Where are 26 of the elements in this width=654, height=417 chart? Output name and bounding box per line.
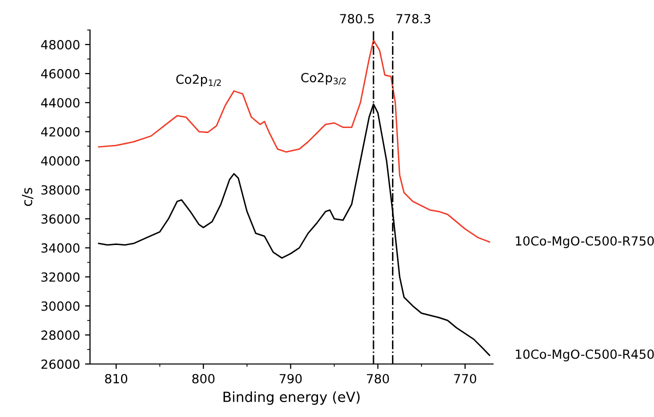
y-tick-label: 38000 [41,185,80,195]
x-tick-label: 790 [280,374,302,384]
ref-line-label: 778.3 [396,14,430,24]
annotation: Co2p$_{1/2}$ [176,74,221,87]
y-tick-label: 36000 [41,214,80,224]
y-tick-label: 42000 [41,127,80,137]
x-tick-label: 800 [192,374,214,384]
annotation: Co2p$_{3/2}$ [301,72,346,85]
x-axis-title: Binding energy (eV) [224,391,360,405]
y-tick-label: 30000 [41,301,80,311]
x-tick-label: 780 [366,374,389,384]
text: 10Co-MgO-C500-R450 [516,349,654,362]
x-tick-label: 810 [105,374,128,384]
y-tick-label: 40000 [41,156,80,166]
y-tick-label: 48000 [41,40,80,50]
text: 10Co-MgO-C500-R750 [516,236,654,248]
y-tick-label: 34000 [41,243,80,253]
y-tick-label: 26000 [41,359,80,369]
line-series [98,39,490,243]
y-tick-label: 28000 [41,330,80,340]
y-tick-label: 32000 [41,272,80,282]
y-tick-label: 46000 [41,69,80,78]
y-axis-title: c/s [22,188,34,206]
x-tick-label: 770 [454,374,476,384]
ref-line-label: 780.5 [340,14,374,24]
y-tick-label: 44000 [41,98,80,108]
